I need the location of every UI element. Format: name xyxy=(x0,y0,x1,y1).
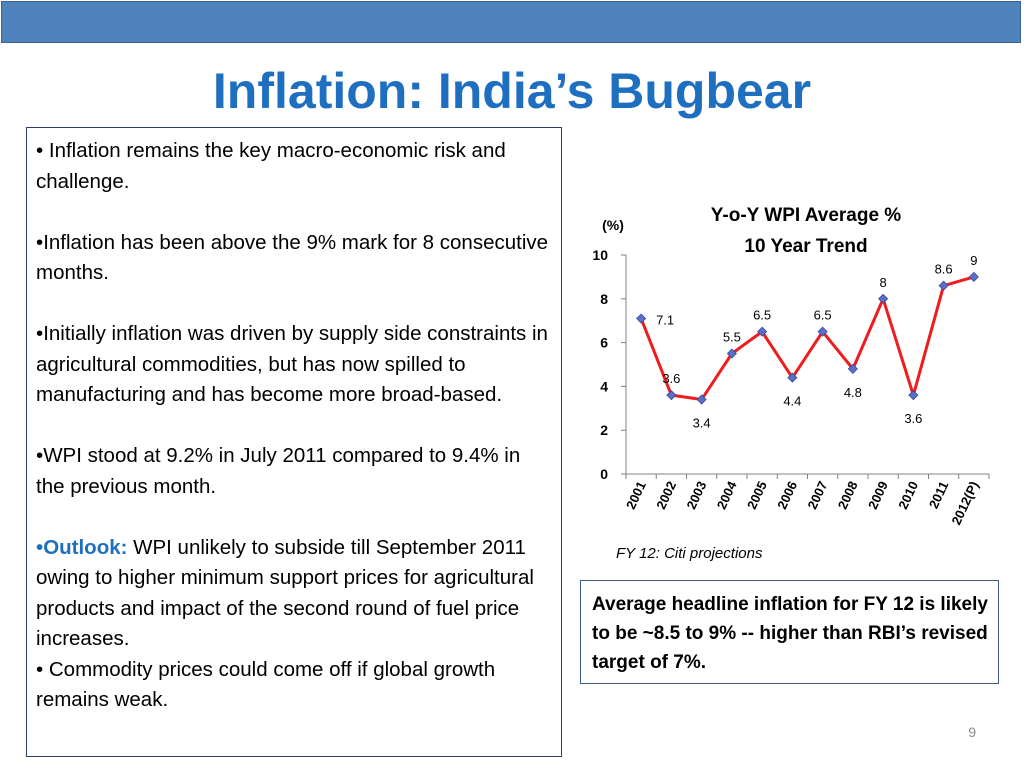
data-point-marker xyxy=(817,326,828,337)
data-label: 8 xyxy=(880,275,887,290)
bullet-6: • Commodity prices could come off if glo… xyxy=(36,655,551,716)
data-label: 9 xyxy=(970,253,977,268)
bullet-marker: • xyxy=(36,230,44,254)
chart-subtitle: 10 Year Trend xyxy=(744,236,867,257)
x-tick-label: 2007 xyxy=(805,479,831,512)
bullet-text: Inflation remains the key macro-economic… xyxy=(36,139,506,193)
wpi-line-chart: Y-o-Y WPI Average % 10 Year Trend (%) 02… xyxy=(592,205,990,527)
data-point-marker xyxy=(726,348,737,359)
x-tick-label: 2004 xyxy=(714,478,740,511)
x-tick-label: 2006 xyxy=(774,479,800,512)
inflation-callout: Average headline inflation for FY 12 is … xyxy=(580,580,999,684)
y-tick-label: 6 xyxy=(600,335,608,351)
y-axis-label: (%) xyxy=(602,217,624,233)
header-bar xyxy=(1,1,1021,43)
bullet-marker: • xyxy=(36,322,44,345)
data-point-marker xyxy=(636,313,647,324)
data-label: 3.4 xyxy=(693,416,711,431)
bullet-text: WPI stood at 9.2% in July 2011 compared … xyxy=(36,444,521,498)
slide-title: Inflation: India’s Bugbear xyxy=(212,63,812,119)
data-label: 5.5 xyxy=(723,330,741,345)
x-tick-label: 2001 xyxy=(623,479,649,512)
data-point-marker xyxy=(787,372,798,383)
data-point-marker xyxy=(757,326,768,337)
x-tick-label: 2002 xyxy=(653,479,679,512)
x-tick-label: 2003 xyxy=(684,479,710,512)
y-tick-label: 10 xyxy=(592,247,608,263)
data-label: 3.6 xyxy=(662,371,680,386)
chart-title: Y-o-Y WPI Average % xyxy=(711,205,902,226)
chart-series xyxy=(636,271,979,405)
x-tick-label: 2009 xyxy=(865,479,891,512)
bullet-4: •WPI stood at 9.2% in July 2011 compared… xyxy=(36,441,551,502)
y-tick-label: 2 xyxy=(600,422,608,438)
data-point-marker xyxy=(666,390,677,401)
data-label: 7.1 xyxy=(656,313,674,328)
bullet-marker: • xyxy=(36,139,49,162)
bullet-text: Initially inflation was driven by supply… xyxy=(36,322,548,406)
bullet-2: •Inflation has been above the 9% mark fo… xyxy=(36,228,551,289)
x-tick-label: 2008 xyxy=(835,479,861,512)
data-label: 4.4 xyxy=(783,394,801,409)
bullet-marker: • xyxy=(36,444,44,467)
data-label: 6.5 xyxy=(814,308,832,323)
x-tick-label: 2012(P) xyxy=(948,479,981,527)
chart-axes xyxy=(625,255,989,475)
data-label: 4.8 xyxy=(844,385,862,400)
bullet-1: • Inflation remains the key macro-econom… xyxy=(36,136,551,197)
bullet-text: WPI unlikely to subside till September 2… xyxy=(36,535,534,651)
bullet-marker: • xyxy=(36,535,44,559)
page-number: 9 xyxy=(968,724,976,740)
data-point-marker xyxy=(908,390,919,401)
bullet-text: Inflation has been above the 9% mark for… xyxy=(36,230,549,285)
bullet-5: •Outlook: WPI unlikely to subside till S… xyxy=(36,533,551,655)
y-tick-label: 4 xyxy=(600,378,608,394)
x-tick-label: 2005 xyxy=(744,479,770,512)
projection-note: FY 12: Citi projections xyxy=(616,545,763,562)
data-label: 3.6 xyxy=(904,411,922,426)
data-point-marker xyxy=(938,280,949,291)
bullet-marker: • xyxy=(36,657,49,681)
data-point-marker xyxy=(847,363,858,374)
data-label: 6.5 xyxy=(753,308,771,323)
data-label: 8.6 xyxy=(935,262,953,277)
chart-data-labels: 7.1 3.6 3.4 5.5 6.5 4.4 6.5 4.8 8 3.6 8.6 9 xyxy=(656,253,977,431)
bullet-3: •Initially inflation was driven by suppl… xyxy=(36,319,551,411)
wpi-series-line xyxy=(639,275,975,402)
y-tick-label: 0 xyxy=(600,466,608,482)
bullet-panel: • Inflation remains the key macro-econom… xyxy=(26,127,562,757)
bullet-text: Commodity prices could come off if globa… xyxy=(36,657,496,712)
x-tick-label: 2011 xyxy=(926,479,952,511)
x-tick-label: 2010 xyxy=(895,479,921,512)
y-tick-label: 8 xyxy=(600,291,608,307)
data-point-marker xyxy=(878,293,889,304)
data-point-marker xyxy=(696,394,707,405)
outlook-label: Outlook: xyxy=(43,535,128,559)
data-point-marker xyxy=(968,271,979,282)
